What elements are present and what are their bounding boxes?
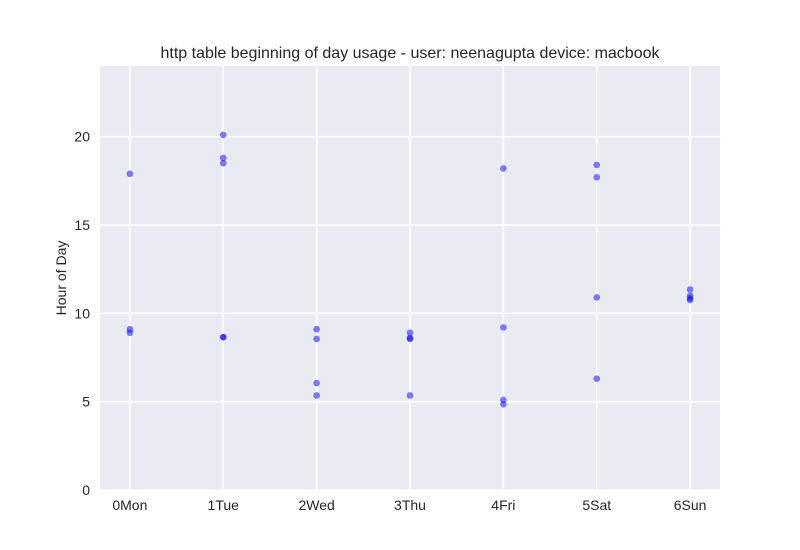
x-tick-label: 4Fri	[491, 497, 515, 513]
x-tick-label: 6Sun	[674, 497, 707, 513]
data-point	[219, 333, 227, 341]
x-tick-label: 1Tue	[208, 497, 240, 513]
y-tick-label: 0	[82, 482, 90, 498]
data-point	[313, 392, 320, 399]
y-tick-label: 15	[74, 217, 90, 233]
data-point	[313, 325, 320, 333]
data-point	[219, 154, 227, 162]
data-point	[406, 335, 414, 343]
data-point	[406, 329, 414, 337]
y-tick-label: 20	[74, 129, 90, 145]
data-point	[593, 375, 601, 383]
data-point	[313, 379, 320, 387]
data-point	[593, 294, 601, 301]
gridlines	[100, 66, 720, 491]
data-point	[219, 131, 227, 139]
x-tick-label: 5Sat	[582, 497, 611, 513]
data-point	[126, 170, 134, 178]
data-point	[406, 392, 414, 399]
data-point	[219, 159, 227, 167]
x-tick-labels: 0Mon 1Tue 2Wed 3Thu 4Fri 5Sat 6Sun	[112, 497, 706, 513]
data-point	[686, 286, 694, 293]
data-point	[593, 174, 601, 181]
data-point	[313, 335, 320, 343]
y-axis-label: Hour of Day	[53, 241, 69, 316]
data-point	[500, 401, 507, 408]
y-tick-labels: 0 5 10 15 20	[74, 129, 90, 498]
x-tick-label: 0Mon	[112, 497, 147, 513]
data-point	[500, 324, 507, 331]
data-point	[500, 165, 507, 172]
chart-title: http table beginning of day usage - user…	[160, 45, 660, 62]
data-point	[126, 329, 134, 337]
data-points	[126, 131, 694, 408]
data-point	[593, 161, 601, 169]
y-tick-label: 5	[82, 394, 90, 410]
y-tick-label: 10	[74, 305, 90, 321]
x-tick-label: 2Wed	[298, 497, 334, 513]
x-tick-label: 3Thu	[394, 497, 426, 513]
data-point	[686, 296, 694, 304]
